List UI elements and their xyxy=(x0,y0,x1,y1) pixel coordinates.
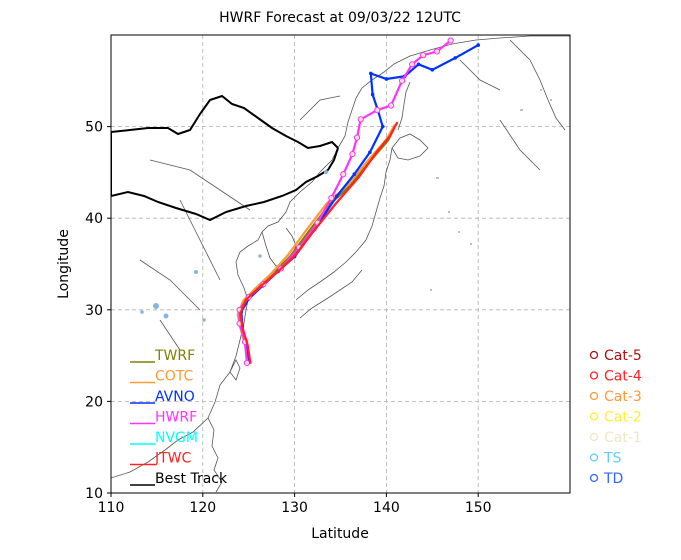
legend-label: JTWC xyxy=(154,451,192,467)
track-point-hwrf xyxy=(387,102,395,109)
category-label: Cat-1 xyxy=(604,430,642,446)
track-point-hwrf xyxy=(374,107,381,114)
category-label: TD xyxy=(603,471,623,487)
category-marker xyxy=(589,371,599,380)
x-tick-label: 110 xyxy=(98,500,125,516)
coastline-mainland xyxy=(111,35,570,479)
track-point-hwrf xyxy=(409,61,416,68)
track-line-avno xyxy=(240,44,479,363)
pacific-islands xyxy=(430,89,552,291)
track-point-avno xyxy=(384,77,389,81)
coastline-japan-south xyxy=(299,269,363,319)
y-tick-label: 30 xyxy=(85,303,103,319)
track-point-hwrf xyxy=(349,150,356,158)
track-point-avno xyxy=(380,124,385,129)
track-point-avno xyxy=(453,56,458,60)
coastline-philippines xyxy=(207,417,223,493)
category-marker xyxy=(589,391,599,401)
coastline-sakhalin xyxy=(397,81,411,131)
y-tick-label: 20 xyxy=(85,394,103,410)
track-point-avno xyxy=(370,92,375,97)
track-point-avno xyxy=(368,150,372,155)
track-point-hwrf xyxy=(357,116,364,123)
y-tick-label: 50 xyxy=(85,120,103,136)
category-label: TS xyxy=(603,451,622,467)
map-background xyxy=(111,35,570,493)
category-label: Cat-3 xyxy=(604,389,642,405)
track-point-hwrf xyxy=(243,359,250,367)
track-line-hwrf xyxy=(238,39,452,363)
interior-borders xyxy=(139,59,541,351)
track-point-hwrf xyxy=(433,48,440,55)
track-line-jtwc xyxy=(239,121,399,364)
category-label: Cat-2 xyxy=(604,410,642,426)
category-marker xyxy=(589,432,599,442)
x-axis-ticks: 110 120 130 140 150 xyxy=(98,493,492,516)
track-point-hwrf xyxy=(420,52,427,59)
y-tick-label: 40 xyxy=(85,211,103,227)
track-point-hwrf xyxy=(398,77,406,84)
legend-label: HWRF xyxy=(155,410,197,426)
x-axis-label: Latitude xyxy=(311,526,369,542)
legend-label: AVNO xyxy=(155,389,195,405)
track-point-avno xyxy=(335,194,339,199)
plot-frame xyxy=(110,34,571,494)
national-borders xyxy=(111,94,339,222)
category-label: Cat-4 xyxy=(604,369,642,385)
y-tick-label: 10 xyxy=(85,486,103,502)
legend-label: COTC xyxy=(155,369,194,385)
track-point-hwrf xyxy=(353,134,361,141)
legend-label: NVGM xyxy=(155,430,198,446)
x-tick-label: 140 xyxy=(373,500,400,516)
chart-title: HWRF Forecast at 09/03/22 12UTC xyxy=(219,10,461,26)
track-point-avno xyxy=(368,71,373,76)
category-marker xyxy=(589,412,599,421)
track-point-avno xyxy=(476,43,481,47)
category-label: Cat-5 xyxy=(604,348,642,364)
x-tick-label: 130 xyxy=(281,500,308,516)
intensity-category-legend: Cat-5 Cat-4 Cat-3 Cat-2 Cat-1 TS TD xyxy=(589,348,642,487)
coastline-japan xyxy=(295,147,393,301)
coastline-taiwan xyxy=(229,359,241,381)
track-line-twrf xyxy=(237,124,397,364)
gridlines xyxy=(111,35,570,493)
legend-label: Best Track xyxy=(155,471,228,487)
coastline-kamchatka xyxy=(509,39,566,131)
category-marker xyxy=(589,453,599,462)
track-point-avno xyxy=(352,172,357,177)
model-legend: TWRF COTC AVNO HWRF NVGM JTWC Best Track xyxy=(130,348,228,487)
track-point-hwrf xyxy=(328,194,335,202)
legend-label: TWRF xyxy=(154,348,195,364)
track-point-avno xyxy=(416,62,421,67)
forecast-tracks xyxy=(236,37,481,367)
y-axis-ticks: 10 20 30 40 50 xyxy=(85,120,111,502)
x-tick-label: 150 xyxy=(465,500,492,516)
category-marker xyxy=(589,473,599,483)
lakes xyxy=(140,170,328,322)
y-axis-label: Longitude xyxy=(56,229,72,299)
track-point-hwrf xyxy=(340,171,347,178)
category-marker xyxy=(589,350,599,360)
x-tick-label: 120 xyxy=(189,500,216,516)
track-point-hwrf xyxy=(447,37,454,44)
coastline-hokkaido xyxy=(391,133,429,161)
track-point-avno xyxy=(430,68,435,72)
